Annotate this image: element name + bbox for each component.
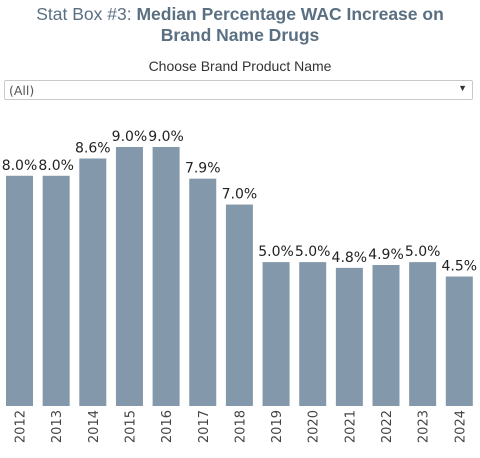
- title-prefix: Stat Box #3:: [36, 4, 137, 24]
- data-label-2023: 5.0%: [405, 244, 441, 260]
- x-tick-label-2014: 2014: [87, 410, 102, 443]
- bar-2014[interactable]: [79, 158, 107, 406]
- bar-2018[interactable]: [225, 204, 253, 406]
- selected-value: (All): [9, 83, 35, 98]
- data-label-2015: 9.0%: [112, 129, 148, 145]
- chevron-down-icon[interactable]: ▼: [458, 83, 467, 93]
- data-label-2024: 4.5%: [442, 259, 478, 275]
- x-tick-label-2015: 2015: [123, 410, 138, 443]
- bar-2015[interactable]: [115, 147, 143, 406]
- bar-chart: 8.0% 2012 8.0% 2013 8.6% 2014 9.0% 2015 9.0% 2016…: [2, 129, 478, 443]
- data-label-2022: 4.9%: [368, 247, 404, 263]
- filter-label: Choose Brand Product Name: [148, 58, 332, 74]
- data-label-2019: 5.0%: [258, 244, 294, 260]
- x-tick-label-2020: 2020: [307, 410, 322, 443]
- x-tick-label-2022: 2022: [380, 410, 395, 443]
- x-tick-label-2019: 2019: [270, 410, 285, 443]
- x-tick-label-2018: 2018: [233, 410, 248, 443]
- bar-2022[interactable]: [372, 264, 400, 406]
- title-main-line2: Brand Name Drugs: [160, 25, 320, 45]
- data-label-2020: 5.0%: [295, 244, 331, 260]
- bar-2016[interactable]: [152, 147, 180, 406]
- bar-2024[interactable]: [445, 276, 473, 407]
- x-tick-label-2023: 2023: [417, 410, 432, 443]
- bar-2012[interactable]: [6, 175, 33, 406]
- bar-2019[interactable]: [262, 262, 290, 406]
- x-tick-label-2021: 2021: [343, 410, 358, 443]
- data-label-2016: 9.0%: [148, 129, 184, 145]
- x-tick-label-2016: 2016: [160, 410, 175, 443]
- bar-2023[interactable]: [409, 262, 437, 406]
- brand-product-select[interactable]: (All) ▼: [4, 80, 473, 100]
- bar-2020[interactable]: [299, 262, 327, 406]
- x-tick-label-2017: 2017: [197, 410, 212, 443]
- bar-2021[interactable]: [335, 267, 363, 406]
- x-tick-label-2013: 2013: [50, 410, 65, 443]
- chart-title: Stat Box #3: Median Percentage WAC Incre…: [0, 4, 480, 46]
- title-main-line1: Median Percentage WAC Increase on: [136, 4, 444, 24]
- data-label-2013: 8.0%: [38, 158, 74, 174]
- x-tick-label-2024: 2024: [453, 410, 468, 443]
- data-label-2014: 8.6%: [75, 141, 111, 157]
- data-label-2021: 4.8%: [332, 250, 368, 266]
- data-label-2018: 7.0%: [222, 187, 258, 203]
- bar-2017[interactable]: [189, 178, 217, 406]
- data-label-2017: 7.9%: [185, 161, 221, 177]
- bar-2013[interactable]: [42, 175, 70, 406]
- data-label-2012: 8.0%: [2, 158, 38, 174]
- x-tick-label-2012: 2012: [14, 410, 29, 443]
